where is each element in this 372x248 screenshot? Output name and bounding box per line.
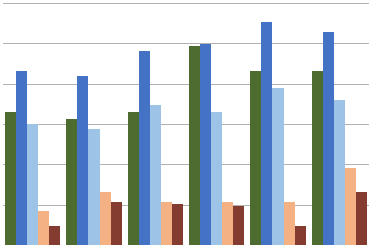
Bar <box>16 71 27 245</box>
Bar <box>356 192 367 245</box>
Bar <box>110 202 122 245</box>
Bar <box>128 112 139 245</box>
Bar <box>273 88 283 245</box>
Bar <box>77 75 89 245</box>
Bar <box>323 32 334 245</box>
Bar <box>233 206 244 245</box>
Bar <box>66 119 77 245</box>
Bar <box>345 168 356 245</box>
Bar <box>262 22 273 245</box>
Bar <box>5 112 16 245</box>
Bar <box>161 202 172 245</box>
Bar <box>89 129 99 245</box>
Bar <box>295 226 306 245</box>
Bar <box>49 226 60 245</box>
Bar <box>38 211 49 245</box>
Bar <box>99 192 110 245</box>
Bar <box>283 202 295 245</box>
Bar <box>200 44 211 245</box>
Bar <box>312 71 323 245</box>
Bar <box>172 204 183 245</box>
Bar <box>250 71 262 245</box>
Bar <box>27 124 38 245</box>
Bar <box>334 100 345 245</box>
Bar <box>139 51 150 245</box>
Bar <box>150 105 161 245</box>
Bar <box>211 112 222 245</box>
Bar <box>222 202 233 245</box>
Bar <box>189 46 200 245</box>
